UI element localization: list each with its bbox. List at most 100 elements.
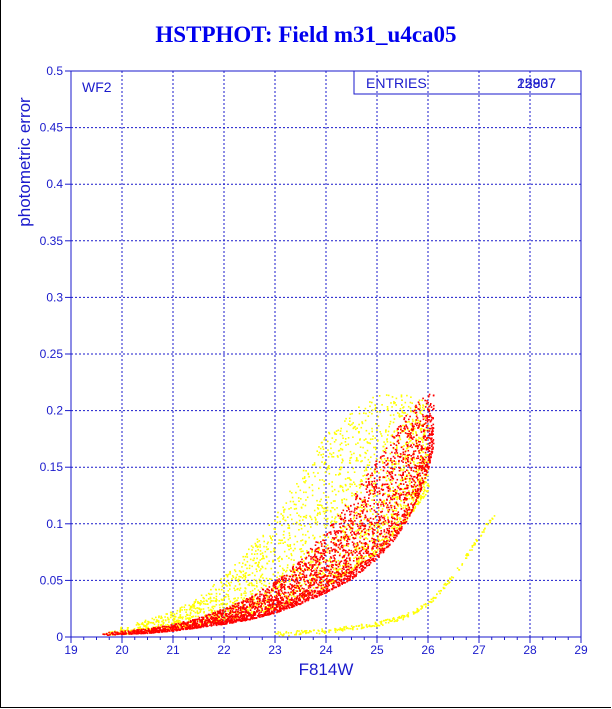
data-point (373, 490, 376, 493)
data-point (380, 530, 382, 532)
data-point (242, 570, 245, 573)
data-point (376, 410, 379, 413)
data-point (277, 586, 280, 588)
data-point (235, 609, 237, 611)
data-point (227, 573, 230, 576)
data-point (290, 594, 293, 597)
data-point (316, 523, 318, 526)
data-point (231, 575, 234, 577)
data-point (321, 505, 323, 507)
data-point (418, 502, 420, 504)
data-point (403, 445, 405, 447)
data-point (326, 549, 328, 551)
data-point (246, 618, 248, 620)
data-point (346, 430, 348, 433)
data-point (261, 565, 263, 568)
data-point (334, 542, 336, 545)
data-point (284, 594, 286, 597)
data-point (175, 619, 178, 622)
data-point (164, 626, 166, 628)
data-point (414, 445, 417, 447)
data-point (261, 573, 264, 576)
data-point (391, 476, 394, 478)
data-point (397, 528, 400, 530)
data-point (408, 506, 411, 509)
data-point (349, 572, 351, 574)
series-red-main (102, 393, 435, 636)
data-point (354, 425, 356, 428)
data-point (366, 538, 369, 540)
data-point (288, 527, 291, 529)
data-point (153, 629, 155, 632)
data-point (409, 479, 411, 482)
data-point (316, 557, 319, 560)
data-point (370, 554, 373, 557)
data-point (314, 580, 317, 582)
data-point (352, 550, 355, 553)
data-point (394, 507, 396, 509)
data-point (291, 518, 293, 521)
data-point (229, 588, 231, 590)
data-point (213, 622, 215, 625)
data-point (320, 580, 323, 583)
data-point (263, 545, 265, 548)
data-point (364, 456, 366, 459)
data-point (349, 514, 351, 516)
data-point (384, 492, 387, 495)
data-point (262, 605, 265, 607)
data-point (428, 459, 431, 462)
data-point (364, 559, 366, 562)
data-point (186, 617, 189, 619)
data-point (289, 544, 292, 546)
data-point (190, 616, 193, 618)
data-point (421, 436, 424, 439)
data-point (167, 618, 169, 621)
data-point (287, 523, 290, 526)
data-point (281, 572, 284, 575)
data-point (374, 471, 376, 473)
data-point (298, 519, 301, 522)
data-point (280, 539, 282, 542)
data-point (256, 570, 258, 573)
data-point (329, 561, 332, 563)
data-point (412, 490, 414, 493)
data-point (288, 532, 291, 534)
data-point (246, 553, 248, 556)
data-point (391, 468, 394, 470)
data-point (326, 440, 329, 443)
data-point (364, 545, 366, 547)
data-point (426, 471, 428, 474)
data-point (378, 472, 380, 474)
data-point (309, 564, 311, 566)
data-point (378, 545, 381, 547)
data-point (334, 549, 336, 552)
data-point (216, 612, 218, 615)
data-point (189, 611, 192, 614)
data-point (293, 569, 295, 572)
data-point (406, 413, 409, 416)
data-point (408, 454, 411, 456)
data-point (367, 500, 369, 502)
data-point (329, 580, 332, 582)
data-point (419, 407, 421, 409)
data-point (409, 494, 412, 496)
data-point (202, 618, 205, 620)
data-point (300, 506, 303, 509)
data-point (357, 459, 359, 462)
data-point (278, 590, 280, 592)
data-point (282, 506, 284, 509)
data-point (372, 553, 375, 555)
data-point (386, 529, 389, 532)
data-point (322, 453, 325, 455)
data-point (378, 492, 381, 495)
data-point (358, 528, 361, 531)
data-point (427, 429, 429, 431)
data-point (369, 476, 372, 479)
data-point (239, 570, 242, 573)
data-point (348, 417, 351, 420)
data-point (346, 543, 348, 545)
data-point (418, 437, 421, 440)
data-point (383, 451, 386, 453)
data-point (317, 576, 319, 578)
data-point (406, 441, 408, 443)
